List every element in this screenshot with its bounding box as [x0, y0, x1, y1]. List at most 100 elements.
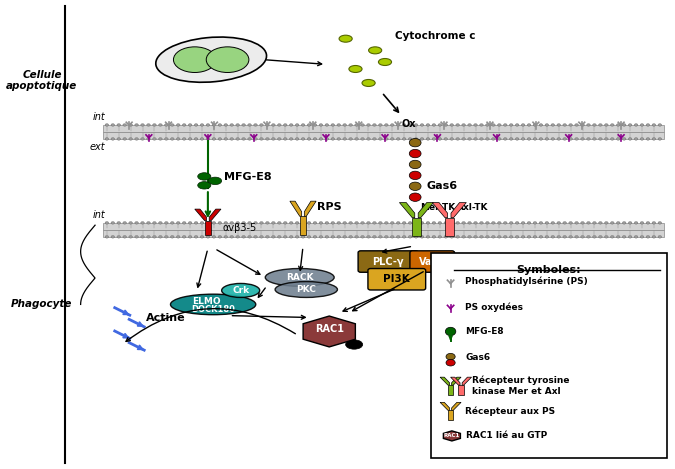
Circle shape [515, 137, 519, 140]
Circle shape [188, 124, 192, 126]
Circle shape [153, 124, 157, 126]
Circle shape [385, 124, 388, 126]
Circle shape [331, 137, 335, 140]
Circle shape [622, 221, 626, 224]
Circle shape [212, 221, 216, 224]
Circle shape [373, 137, 376, 140]
Circle shape [265, 137, 269, 140]
Bar [412, 218, 421, 236]
Circle shape [230, 124, 234, 126]
Ellipse shape [198, 173, 211, 180]
Circle shape [527, 221, 531, 224]
Circle shape [367, 235, 371, 238]
Circle shape [521, 221, 525, 224]
Circle shape [390, 235, 394, 238]
Circle shape [379, 137, 382, 140]
Circle shape [539, 235, 543, 238]
Circle shape [331, 124, 335, 126]
Circle shape [182, 235, 186, 238]
Circle shape [290, 124, 293, 126]
Circle shape [135, 235, 138, 238]
Circle shape [295, 137, 299, 140]
Circle shape [474, 235, 477, 238]
Circle shape [551, 137, 555, 140]
Text: Axl-TK: Axl-TK [457, 204, 489, 212]
Circle shape [551, 221, 555, 224]
Circle shape [176, 235, 180, 238]
Circle shape [569, 124, 572, 126]
Circle shape [248, 137, 251, 140]
Circle shape [390, 221, 394, 224]
Polygon shape [290, 201, 302, 216]
Circle shape [290, 137, 293, 140]
Circle shape [420, 235, 424, 238]
Text: RACK: RACK [286, 273, 313, 282]
Circle shape [533, 235, 537, 238]
Circle shape [539, 221, 543, 224]
Circle shape [497, 137, 501, 140]
Circle shape [218, 124, 221, 126]
Circle shape [105, 137, 109, 140]
Circle shape [610, 124, 614, 126]
Polygon shape [304, 201, 316, 216]
Circle shape [616, 124, 620, 126]
Circle shape [640, 221, 644, 224]
Circle shape [349, 124, 352, 126]
Bar [300, 216, 306, 234]
Circle shape [450, 235, 454, 238]
Circle shape [646, 124, 650, 126]
Circle shape [265, 124, 269, 126]
Circle shape [188, 221, 192, 224]
Circle shape [325, 137, 329, 140]
Ellipse shape [349, 66, 362, 73]
Circle shape [426, 235, 430, 238]
Text: RAC1: RAC1 [315, 324, 344, 334]
Circle shape [616, 137, 620, 140]
FancyBboxPatch shape [410, 251, 454, 272]
Circle shape [212, 137, 216, 140]
Circle shape [319, 137, 323, 140]
Circle shape [153, 235, 157, 238]
Circle shape [117, 137, 121, 140]
Circle shape [610, 221, 614, 224]
Circle shape [593, 235, 596, 238]
Polygon shape [440, 402, 450, 410]
Circle shape [622, 124, 626, 126]
Circle shape [634, 235, 638, 238]
Circle shape [491, 235, 495, 238]
Circle shape [545, 235, 549, 238]
Circle shape [468, 124, 471, 126]
Circle shape [640, 235, 644, 238]
Circle shape [271, 221, 275, 224]
Circle shape [265, 221, 269, 224]
Text: MFG-E8: MFG-E8 [224, 172, 272, 182]
Circle shape [313, 221, 317, 224]
Circle shape [599, 137, 602, 140]
Polygon shape [432, 203, 448, 218]
Circle shape [414, 221, 418, 224]
Text: PI3K: PI3K [383, 274, 410, 284]
Circle shape [140, 124, 144, 126]
Circle shape [165, 137, 168, 140]
Ellipse shape [221, 283, 260, 297]
Circle shape [200, 137, 204, 140]
Circle shape [325, 124, 329, 126]
Circle shape [224, 235, 227, 238]
Circle shape [212, 124, 216, 126]
Circle shape [301, 137, 305, 140]
Circle shape [284, 124, 287, 126]
Circle shape [468, 235, 471, 238]
Circle shape [301, 235, 305, 238]
Circle shape [396, 221, 400, 224]
Circle shape [658, 221, 662, 224]
Circle shape [521, 235, 525, 238]
Circle shape [563, 235, 566, 238]
Circle shape [254, 124, 257, 126]
Circle shape [277, 235, 281, 238]
Circle shape [319, 221, 323, 224]
Circle shape [140, 235, 144, 238]
Text: Mer-TK: Mer-TK [420, 204, 455, 212]
Circle shape [409, 171, 421, 180]
Text: RAC1 lié au GTP: RAC1 lié au GTP [466, 431, 547, 440]
Circle shape [242, 124, 246, 126]
